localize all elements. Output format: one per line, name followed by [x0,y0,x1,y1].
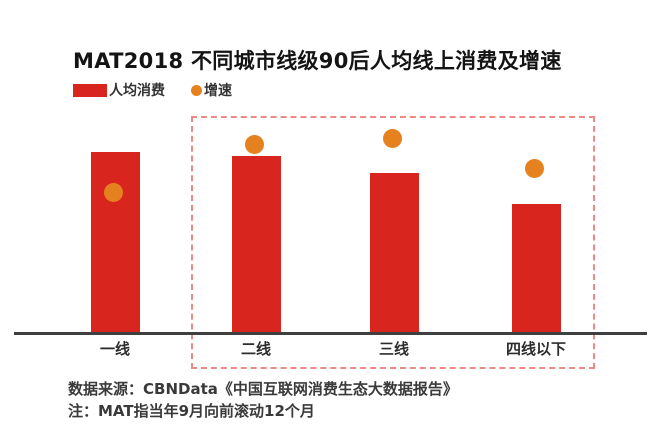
x-axis-line [14,332,647,335]
mat-definition-note: 注：MAT指当年9月向前滚动12个月 [68,402,315,420]
legend-dot-label: 增速 [204,83,232,99]
category-label-2: 二线 [240,340,272,358]
chart-title: MAT2018 不同城市线级90后人均线上消费及增速 [73,49,562,73]
category-label-1: 一线 [99,340,131,358]
source-note: 数据来源：CBNData《中国互联网消费生态大数据报告》 [68,380,458,398]
bar-consumption-2 [231,155,281,333]
legend-dot-icon [191,84,202,96]
growth-dot-1 [103,182,123,202]
bar-consumption-1 [90,152,140,333]
footnotes: 数据来源：CBNData《中国互联网消费生态大数据报告》 注：MAT指当年9月向… [68,378,458,422]
legend-bar-label: 人均消费 [109,83,165,99]
legend: 人均消费 增速 [73,81,232,99]
growth-dot-4 [524,158,544,178]
legend-bar-swatch-icon [73,83,107,97]
bar-consumption-4 [511,203,561,333]
growth-dot-2 [244,135,264,155]
highlight-dashed-box [191,116,595,369]
category-label-4: 四线以下 [505,340,567,358]
bar-consumption-3 [369,172,419,333]
category-label-3: 三线 [378,340,410,358]
growth-dot-3 [382,129,402,149]
